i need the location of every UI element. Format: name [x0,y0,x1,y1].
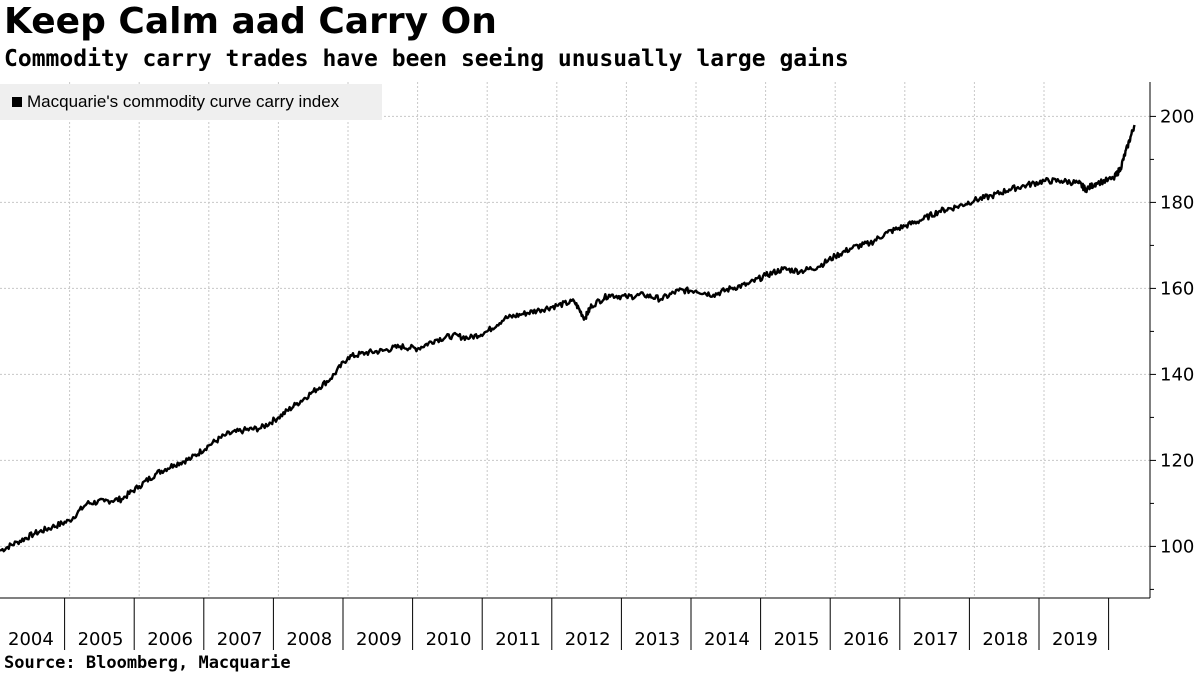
x-tick-label: 2007 [217,629,263,650]
x-tick-label: 2004 [8,629,54,650]
x-tick-label: 2008 [286,629,332,650]
legend-label: Macquarie's commodity curve carry index [27,92,340,111]
chart-subtitle: Commodity carry trades have been seeing … [4,46,849,72]
x-tick-label: 2015 [774,629,820,650]
x-tick-label: 2011 [495,629,541,650]
x-tick-label: 2012 [565,629,611,650]
y-tick-label: 140 [1160,364,1194,385]
x-tick-label: 2016 [843,629,889,650]
legend-swatch [12,97,22,107]
y-tick-label: 120 [1160,450,1194,471]
source-note: Source: Bloomberg, Macquarie [4,653,291,673]
x-tick-label: 2010 [426,629,472,650]
x-tick-label: 2017 [913,629,959,650]
x-tick-label: 2005 [78,629,124,650]
x-tick-label: 2013 [634,629,680,650]
chart-title: Keep Calm aad Carry On [4,1,497,42]
y-tick-label: 160 [1160,278,1194,299]
y-tick-label: 180 [1160,192,1194,213]
x-tick-label: 2018 [982,629,1028,650]
y-tick-label: 200 [1160,106,1194,127]
x-tick-label: 2006 [147,629,193,650]
x-tick-label: 2014 [704,629,750,650]
x-tick-label: 2009 [356,629,402,650]
y-tick-label: 100 [1160,536,1194,557]
legend: Macquarie's commodity curve carry index [0,84,382,120]
series-line [0,124,1136,553]
x-tick-label: 2019 [1052,629,1098,650]
